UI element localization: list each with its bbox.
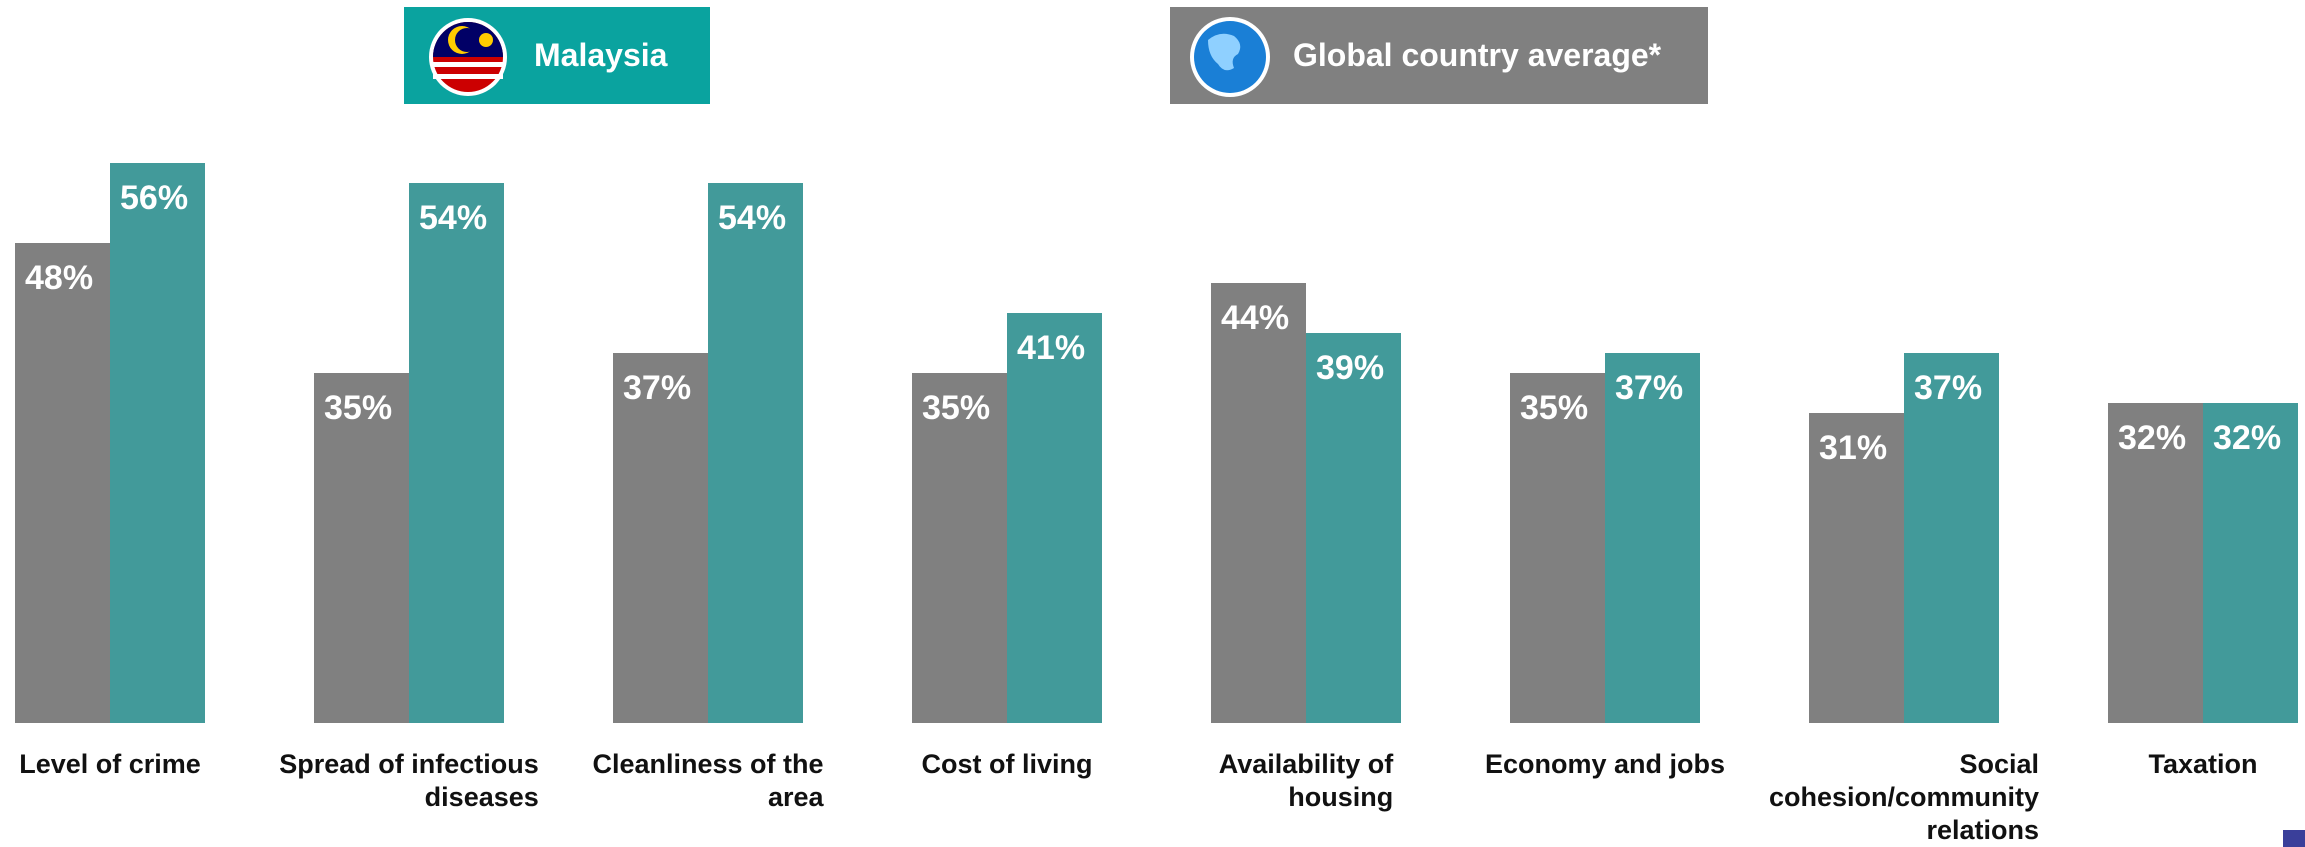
data-label: 54%: [419, 199, 487, 237]
bar: [1904, 353, 1999, 723]
bar: [1605, 353, 1700, 723]
x-tick-label: Spread of infectious diseases: [279, 749, 539, 812]
x-tick-label: Economy and jobs: [1484, 749, 1726, 779]
x-tick-label: Taxation: [2148, 749, 2258, 779]
bar: [1211, 283, 1306, 723]
bar: [708, 183, 803, 723]
flag-stripe: [433, 74, 503, 79]
bar: [409, 183, 504, 723]
flag-moon-cut: [455, 28, 479, 52]
legend-label: Malaysia: [534, 37, 668, 73]
data-label: 32%: [2118, 419, 2186, 457]
data-label: 39%: [1316, 349, 1384, 387]
data-label: 54%: [718, 199, 786, 237]
x-tick-label: Level of crime: [19, 749, 201, 779]
bar: [314, 373, 409, 723]
flag-star: [479, 33, 493, 47]
globe-land: [1208, 33, 1241, 71]
data-label: 48%: [25, 259, 93, 297]
bar: [110, 163, 205, 723]
x-tick-label: Cost of living: [921, 749, 1093, 779]
data-label: 35%: [1520, 389, 1588, 427]
x-tick-label: Availability of housing: [1218, 749, 1394, 812]
data-label: 31%: [1819, 429, 1887, 467]
data-label: 35%: [324, 389, 392, 427]
flag-stripe: [433, 62, 503, 67]
x-tick-label: Cleanliness of the area: [592, 749, 824, 812]
bar: [1007, 313, 1102, 723]
data-label: 37%: [623, 369, 691, 407]
bar: [2203, 403, 2298, 723]
x-tick-label: Social cohesion/community relations: [1768, 749, 2040, 845]
data-label: 37%: [1914, 369, 1982, 407]
bar: [1510, 373, 1605, 723]
data-label: 37%: [1615, 369, 1683, 407]
data-label: 44%: [1221, 299, 1289, 337]
data-label: 56%: [120, 179, 188, 217]
bar: [912, 373, 1007, 723]
bar: [1809, 413, 1904, 723]
bar: [2108, 403, 2203, 723]
bar: [15, 243, 110, 723]
legend-label: Global country average*: [1293, 37, 1662, 73]
bar: [1306, 333, 1401, 723]
corner-mark: [2283, 830, 2305, 847]
data-label: 41%: [1017, 329, 1085, 367]
data-label: 32%: [2213, 419, 2281, 457]
bar: [613, 353, 708, 723]
data-label: 35%: [922, 389, 990, 427]
